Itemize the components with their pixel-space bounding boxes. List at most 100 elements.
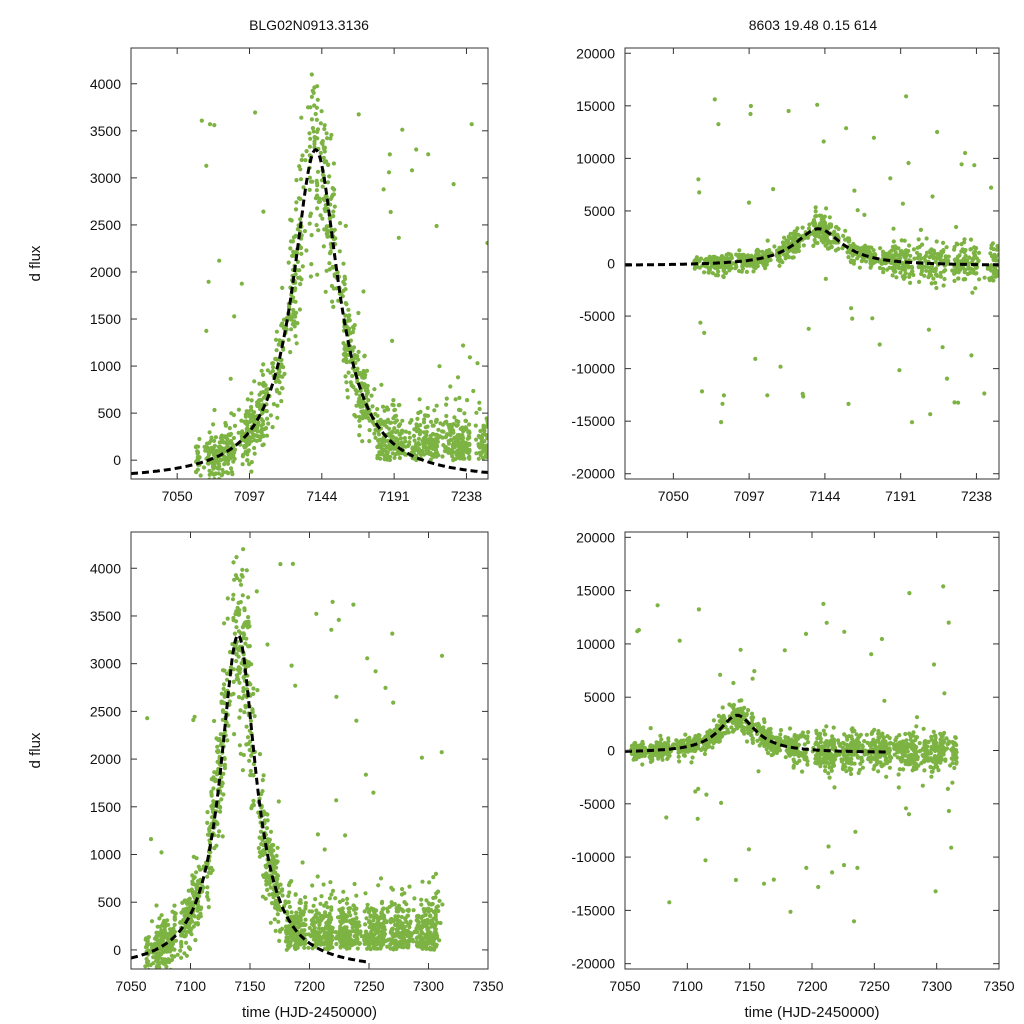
data-point [245,420,250,425]
data-point [195,902,200,908]
data-point [243,414,248,419]
data-point [205,890,210,896]
data-point [351,903,356,908]
data-point [995,244,999,249]
data-point [314,188,319,193]
data-point [474,437,479,442]
data-point [972,254,977,259]
data-point [751,269,756,274]
data-point [942,276,947,282]
data-point [307,925,312,931]
data-point [900,261,905,266]
data-point [407,931,412,937]
data-point [303,900,308,906]
data-point [222,694,227,699]
data-point [363,936,368,941]
data-point [313,136,318,141]
data-point [885,267,890,272]
data-point [193,938,198,943]
data-point [475,361,480,366]
data-point [225,442,230,448]
data-point [241,689,246,694]
data-point [367,934,372,939]
data-point [182,934,188,939]
data-point [247,747,252,753]
data-point [833,248,839,253]
data-point [927,270,933,275]
data-point [424,898,429,903]
data-point [249,391,254,396]
data-point [419,755,424,760]
data-point [426,437,431,442]
data-point [278,562,283,567]
data-point [800,391,805,396]
data-point [294,200,299,205]
data-point [192,875,197,880]
data-point [873,259,879,264]
data-point [421,420,427,425]
data-point [315,127,321,132]
data-point [694,255,700,260]
data-point [277,380,282,385]
data-point [334,694,339,699]
data-point [249,398,254,403]
data-point [211,786,216,791]
data-point [277,938,282,944]
data-point [322,159,327,164]
data-point [355,946,360,951]
data-point [317,199,322,204]
data-point [877,265,883,271]
data-point [238,600,243,605]
data-point [715,273,721,278]
data-point [307,144,312,149]
data-point [368,947,373,952]
data-point [145,938,150,943]
data-point [455,441,460,446]
data-point [297,43,301,47]
data-point [253,110,258,115]
data-point [434,403,439,408]
data-point [367,919,372,924]
data-point [196,455,202,460]
data-point [270,425,275,430]
data-point [965,258,970,263]
data-point [416,436,421,441]
data-point [290,561,295,567]
data-point [400,418,405,423]
data-point [252,433,257,438]
data-point [324,227,329,232]
data-point [476,456,481,461]
data-point [971,267,976,273]
data-point [805,235,811,240]
data-point [279,362,284,367]
data-point [162,947,167,952]
data-point [372,946,377,951]
data-point [414,936,419,941]
data-point [303,906,308,911]
data-point [904,94,909,99]
data-point [903,731,908,737]
data-point [827,215,832,220]
data-point [324,268,329,273]
data-point [259,434,264,439]
data-point [257,835,262,840]
data-point [265,368,270,373]
data-point [237,680,242,685]
data-point [976,250,982,255]
data-point [218,809,223,814]
data-point [217,829,222,834]
data-point [219,691,224,696]
data-point [357,433,362,438]
data-point [863,243,868,248]
data-point [248,718,253,724]
data-point [976,258,981,263]
data-point [934,239,939,244]
data-point [315,272,320,277]
data-point [943,268,948,273]
data-point [851,258,857,264]
y-tick-label: -10000 [571,361,615,377]
data-point [419,902,424,907]
data-point [354,920,359,926]
data-point [659,737,664,742]
data-point [309,72,314,77]
